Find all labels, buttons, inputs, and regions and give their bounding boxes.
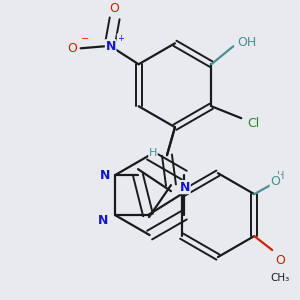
Text: O: O — [275, 254, 285, 266]
Text: H: H — [149, 148, 157, 158]
Text: OH: OH — [238, 36, 257, 49]
Text: O: O — [110, 2, 120, 15]
Text: +: + — [117, 34, 124, 43]
Text: H: H — [277, 171, 284, 181]
Text: −: − — [81, 34, 89, 44]
Text: N: N — [106, 40, 116, 53]
Text: N: N — [98, 214, 108, 226]
Text: O: O — [67, 42, 77, 55]
Text: N: N — [100, 169, 110, 182]
Text: Cl: Cl — [247, 117, 260, 130]
Text: O: O — [270, 175, 280, 188]
Text: N: N — [180, 181, 190, 194]
Text: CH₃: CH₃ — [271, 273, 290, 283]
